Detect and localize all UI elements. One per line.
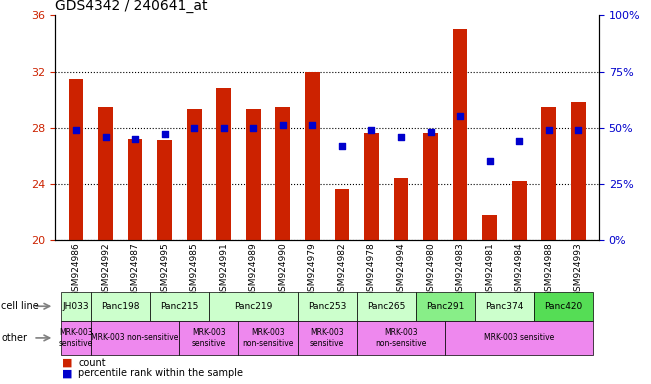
Bar [452, 30, 467, 240]
Bar [542, 107, 556, 240]
Point [484, 158, 495, 164]
Bar [394, 178, 408, 240]
Point [130, 136, 141, 142]
Text: GSM924987: GSM924987 [131, 243, 139, 297]
Text: Panc420: Panc420 [544, 302, 583, 311]
Text: MRK-003
sensitive: MRK-003 sensitive [310, 328, 344, 348]
Point [248, 124, 258, 131]
Text: MRK-003 non-sensitive: MRK-003 non-sensitive [91, 333, 179, 343]
Text: GSM924992: GSM924992 [101, 243, 110, 297]
Bar [335, 189, 350, 240]
Point [71, 127, 81, 133]
Text: GDS4342 / 240641_at: GDS4342 / 240641_at [55, 0, 208, 13]
Point [337, 142, 347, 149]
Bar [423, 133, 438, 240]
Point [573, 127, 583, 133]
Text: Panc265: Panc265 [367, 302, 406, 311]
Text: Panc374: Panc374 [485, 302, 523, 311]
Text: GSM924985: GSM924985 [189, 243, 199, 297]
Text: GSM924991: GSM924991 [219, 243, 229, 297]
Text: GSM924989: GSM924989 [249, 243, 258, 297]
Text: Panc215: Panc215 [160, 302, 199, 311]
Bar [512, 181, 527, 240]
Point [425, 129, 436, 135]
Text: MRK-003
sensitive: MRK-003 sensitive [59, 328, 93, 348]
Text: ■: ■ [62, 358, 72, 368]
Text: GSM924980: GSM924980 [426, 243, 435, 297]
Point [189, 124, 199, 131]
Bar [98, 107, 113, 240]
Text: Panc291: Panc291 [426, 302, 464, 311]
Bar [364, 133, 379, 240]
Text: GSM924986: GSM924986 [72, 243, 81, 297]
Text: MRK-003 sensitive: MRK-003 sensitive [484, 333, 554, 343]
Text: GSM924984: GSM924984 [515, 243, 523, 297]
Point [277, 122, 288, 129]
Text: other: other [1, 333, 27, 343]
Point [219, 124, 229, 131]
Text: GSM924979: GSM924979 [308, 243, 317, 297]
Text: GSM924981: GSM924981 [485, 243, 494, 297]
Point [307, 122, 318, 129]
Text: GSM924982: GSM924982 [337, 243, 346, 297]
Point [455, 113, 465, 119]
Bar [571, 103, 586, 240]
Point [396, 134, 406, 140]
Text: count: count [78, 358, 105, 368]
Text: MRK-003
sensitive: MRK-003 sensitive [192, 328, 226, 348]
Bar [187, 109, 202, 240]
Point [100, 134, 111, 140]
Point [367, 127, 377, 133]
Text: GSM924983: GSM924983 [456, 243, 465, 297]
Text: GSM924990: GSM924990 [279, 243, 287, 297]
Point [544, 127, 554, 133]
Point [159, 131, 170, 137]
Bar [158, 140, 172, 240]
Text: GSM924978: GSM924978 [367, 243, 376, 297]
Text: MRK-003
non-sensitive: MRK-003 non-sensitive [242, 328, 294, 348]
Text: JH033: JH033 [62, 302, 89, 311]
Text: GSM924995: GSM924995 [160, 243, 169, 297]
Bar [482, 215, 497, 240]
Text: Panc198: Panc198 [101, 302, 139, 311]
Bar [246, 109, 260, 240]
Text: cell line: cell line [1, 301, 39, 311]
Text: ■: ■ [62, 368, 72, 379]
Text: Panc219: Panc219 [234, 302, 273, 311]
Text: MRK-003
non-sensitive: MRK-003 non-sensitive [375, 328, 426, 348]
Bar [305, 71, 320, 240]
Bar [275, 107, 290, 240]
Text: GSM924994: GSM924994 [396, 243, 406, 297]
Text: Panc253: Panc253 [308, 302, 346, 311]
Bar [216, 88, 231, 240]
Text: percentile rank within the sample: percentile rank within the sample [78, 368, 243, 379]
Bar [68, 79, 83, 240]
Point [514, 138, 524, 144]
Text: GSM924993: GSM924993 [574, 243, 583, 297]
Bar [128, 139, 143, 240]
Text: GSM924988: GSM924988 [544, 243, 553, 297]
